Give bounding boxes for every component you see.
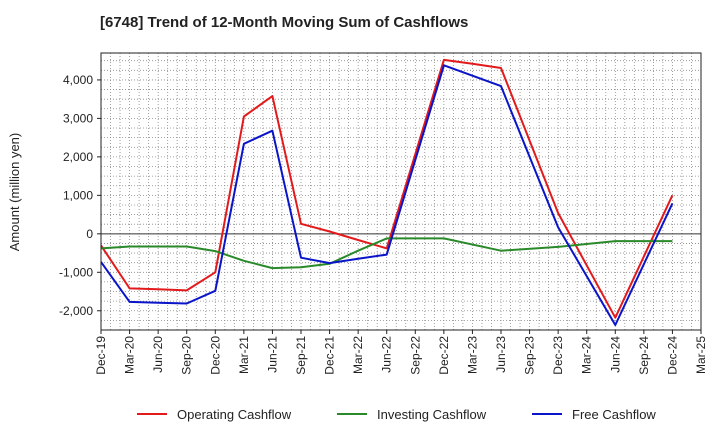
y-tick-label: -1,000 [59,265,93,279]
x-tick-label: Mar-22 [351,336,365,374]
x-tick-label: Dec-24 [665,336,679,375]
x-tick-labels: Dec-19 Mar-20 Jun-20 Sep-20 Dec-20 Mar-21 Jun-… [94,330,708,375]
plot-frame [100,52,702,331]
x-tick-label: Jun-22 [380,336,394,373]
x-tick-label: Dec-19 [94,336,108,375]
x-tick-label: Jun-24 [608,336,622,373]
x-tick-label: Dec-23 [551,336,565,375]
y-tick-label: 3,000 [63,111,93,125]
x-tick-label: Dec-20 [208,336,222,375]
x-tick-label: Jun-21 [265,336,279,373]
y-tick-label: 0 [86,227,93,241]
x-tick-label: Mar-23 [465,336,479,374]
legend-label: Investing Cashflow [377,407,487,422]
x-tick-label: Jun-23 [494,336,508,373]
y-tick-label: 2,000 [63,150,93,164]
series-line-3 [100,64,674,326]
x-tick-label: Mar-21 [237,336,251,374]
x-tick-label: Mar-20 [123,336,137,374]
series-line-2 [100,237,673,270]
y-tick-label: 1,000 [63,188,93,202]
chart-title: [6748] Trend of 12-Month Moving Sum of C… [100,14,469,31]
x-tick-label: Dec-22 [437,336,451,375]
x-tick-label: Mar-24 [580,336,594,374]
series-line-1 [100,58,674,319]
legend-label: Operating Cashflow [177,407,292,422]
x-tick-label: Sep-21 [294,336,308,375]
x-tick-label: Dec-21 [323,336,337,375]
legend-label: Free Cashflow [572,407,656,422]
y-tick-label: -2,000 [59,304,93,318]
x-tick-label: Jun-20 [151,336,165,373]
x-tick-label: Sep-22 [408,336,422,375]
x-tick-label: Sep-23 [523,336,537,375]
series-lines [100,58,674,326]
y-axis-title: Amount (million yen) [7,133,22,252]
x-tick-label: Sep-20 [180,336,194,375]
x-tick-label: Mar-25 [694,336,708,374]
y-tick-labels: -2,000 -1,000 0 1,000 2,000 3,000 4,000 [59,73,101,318]
y-tick-label: 4,000 [63,73,93,87]
x-tick-label: Sep-24 [637,336,651,375]
legend: Operating Cashflow Investing Cashflow Free… [137,407,656,422]
